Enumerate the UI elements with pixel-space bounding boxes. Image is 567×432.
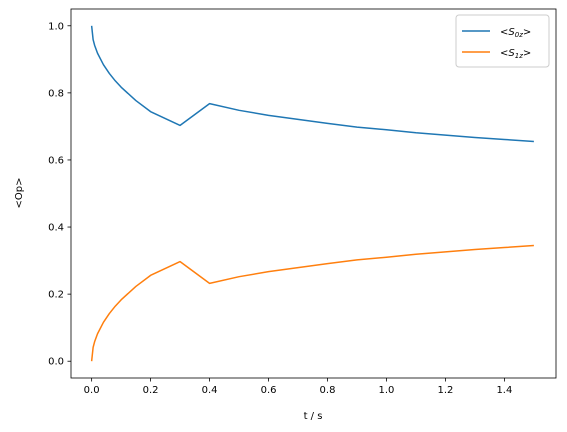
- x-tick-label: 0.4: [202, 385, 218, 396]
- y-tick-label: 0.4: [48, 223, 64, 234]
- x-axis-ticks: 0.0 0.2 0.4 0.6 0.8 1.0 1.2 1.4: [84, 378, 512, 396]
- y-tick-label: 0.8: [48, 88, 64, 99]
- x-tick-label: 0.8: [320, 385, 336, 396]
- series-layer: [90, 25, 534, 362]
- y-axis-ticks: 0.0 0.2 0.4 0.6 0.8 1.0: [48, 21, 71, 368]
- legend-label-s0z: <S0z>: [500, 27, 531, 39]
- legend-label-s1z: <S1z>: [500, 48, 531, 60]
- series-line-0z: [90, 25, 534, 143]
- series-line-1z: [90, 244, 534, 362]
- x-tick-label: 1.0: [379, 385, 395, 396]
- x-axis-label: t / s: [304, 411, 323, 422]
- legend-label-s1z-prefix: <S: [500, 48, 515, 59]
- legend-label-s1z-sub: 1z: [515, 52, 523, 60]
- plot-area: [70, 8, 557, 379]
- legend-label-s0z-prefix: <S: [500, 27, 515, 38]
- y-tick-label: 0.2: [48, 290, 64, 301]
- x-tick-label: 1.4: [496, 385, 512, 396]
- y-tick-label: 0.6: [48, 155, 64, 166]
- x-tick-label: 0.2: [143, 385, 159, 396]
- legend-label-s1z-suffix: >: [523, 48, 531, 59]
- legend-frame: [455, 14, 550, 68]
- x-tick-label: 0.6: [261, 385, 277, 396]
- x-tick-label: 0.0: [84, 385, 100, 396]
- y-tick-label: 1.0: [48, 21, 64, 32]
- y-axis-label: <Op>: [14, 178, 25, 209]
- x-tick-label: 1.2: [437, 385, 453, 396]
- legend-label-s0z-sub: 0z: [515, 31, 523, 39]
- legend-label-s0z-suffix: >: [523, 27, 531, 38]
- y-tick-label: 0.0: [48, 357, 64, 368]
- legend: <S0z> <S1z>: [455, 14, 550, 68]
